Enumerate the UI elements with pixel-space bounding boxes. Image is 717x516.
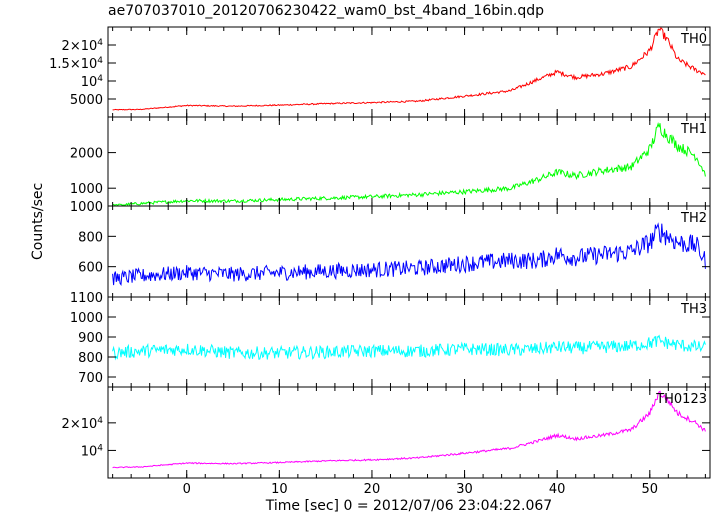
- y-tick-label: 2×104: [62, 416, 104, 432]
- y-tick-label: 2×104: [62, 38, 104, 54]
- y-tick-label: 1000: [70, 182, 103, 197]
- y-tick-label: 700: [78, 371, 103, 386]
- panel-th0123: 104 2×104 TH0123: [62, 386, 711, 479]
- series-line-th1: [112, 121, 706, 207]
- y-tick-label: 900: [78, 331, 103, 346]
- y-tick-label: 800: [78, 230, 103, 245]
- series-line-th2: [112, 222, 706, 286]
- x-tick-label: 50: [642, 482, 659, 497]
- panel-frame: [107, 116, 711, 207]
- panel-th0: 5000 104 1.5×104 2×104 TH0: [49, 26, 711, 118]
- panel-frame: [107, 205, 711, 298]
- panel-th1: 1000 2000 TH1: [70, 116, 711, 207]
- series-line-th0: [112, 27, 706, 111]
- y-tick-label: 1000: [70, 200, 103, 215]
- y-tick-label: 5000: [70, 93, 103, 108]
- x-axis-label: Time [sec] 0 = 2012/07/06 23:04:22.067: [265, 498, 553, 514]
- y-tick-label: 1000: [70, 311, 103, 326]
- x-tick-label: 40: [549, 482, 566, 497]
- x-tick-label: 30: [456, 482, 473, 497]
- x-axis: 0 10 20 30 40 50: [183, 482, 658, 497]
- panel-th3: 700 800 900 1000 1100 TH3: [70, 291, 711, 388]
- y-tick-label: 2000: [70, 147, 103, 162]
- panel-label-th0: TH0: [680, 32, 707, 47]
- y-tick-label: 600: [78, 261, 103, 276]
- panel-frame: [107, 296, 711, 388]
- panel-frame: [107, 26, 711, 118]
- panel-label-th0123: TH0123: [655, 392, 707, 407]
- series-line-th3: [112, 334, 706, 361]
- series-line-th0123: [112, 390, 706, 469]
- y-tick-label: 104: [81, 443, 104, 459]
- chart-title: ae707037010_20120706230422_wam0_bst_4ban…: [108, 3, 545, 19]
- y-tick-label: 800: [78, 351, 103, 366]
- y-tick-label: 104: [81, 74, 104, 90]
- panel-label-th2: TH2: [680, 211, 707, 226]
- x-tick-label: 20: [364, 482, 381, 497]
- panel-label-th1: TH1: [680, 122, 707, 137]
- panel-th2: 600 800 1000 TH2: [70, 200, 711, 298]
- y-tick-label: 1100: [70, 291, 103, 306]
- y-tick-label: 1.5×104: [49, 56, 103, 72]
- x-tick-label: 0: [183, 482, 191, 497]
- x-tick-label: 10: [271, 482, 288, 497]
- panel-label-th3: TH3: [680, 302, 707, 317]
